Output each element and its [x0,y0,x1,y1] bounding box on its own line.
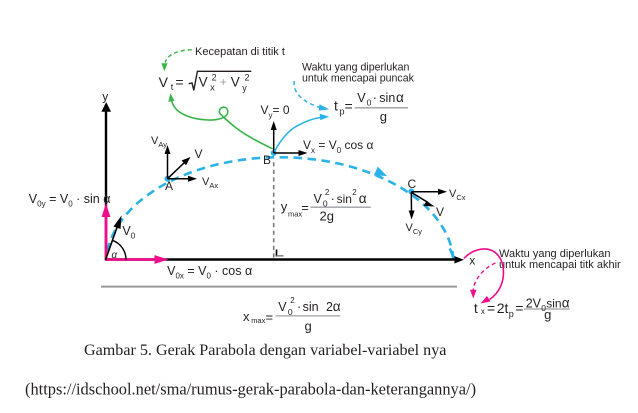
svg-text:y: y [242,83,247,93]
svg-text:max: max [251,316,265,325]
svg-text:α: α [562,296,570,311]
svg-text:V: V [278,300,287,314]
svg-text:=: = [487,300,495,316]
svg-text:α: α [333,299,341,314]
svg-text:2: 2 [245,73,250,83]
svg-text:2: 2 [212,73,217,83]
svg-text:+: + [220,75,227,89]
svg-text:2: 2 [290,296,295,305]
svg-text:2: 2 [326,300,333,314]
svg-text:=: = [515,300,523,316]
svg-text:Vx = V0 cos α: Vx = V0 cos α [303,138,373,155]
svg-text:sin: sin [337,192,352,206]
svg-text:t: t [474,300,478,316]
svg-text:sin: sin [546,297,561,311]
svg-text:V: V [195,147,203,161]
svg-text:sin: sin [379,91,395,105]
svg-text:2: 2 [325,188,330,197]
svg-text:=: = [266,309,274,324]
svg-text:·: · [297,300,301,314]
svg-text:sin: sin [303,300,319,314]
svg-text:(https://idschool.net/sma/rumu: (https://idschool.net/sma/rumus-gerak-pa… [25,380,476,399]
svg-text:untuk mencapai puncak: untuk mencapai puncak [302,73,415,85]
svg-text:α: α [359,191,367,206]
svg-text:2t: 2t [497,300,509,316]
svg-text:2: 2 [352,188,357,197]
svg-text:t: t [171,82,174,92]
svg-text:C: C [408,177,417,191]
svg-text:0: 0 [288,307,293,317]
svg-text:VCy: VCy [406,222,423,236]
svg-text:y: y [102,90,108,104]
svg-text:t: t [334,98,338,114]
svg-text:x: x [210,82,215,92]
svg-text:Waktu yang diperlukan: Waktu yang diperlukan [302,62,409,74]
svg-text:V0x = V0 · cos α: V0x = V0 · cos α [167,264,252,281]
svg-text:x: x [469,254,475,268]
svg-text:untuk mencapai titk akhir: untuk mencapai titk akhir [499,259,621,271]
svg-text:B: B [263,153,271,167]
svg-text:y: y [281,199,288,214]
svg-text:·: · [373,91,377,105]
svg-text:=: = [175,74,183,90]
svg-text:Gambar 5. Gerak Parabola denga: Gambar 5. Gerak Parabola dengan variabel… [84,342,446,359]
svg-text:Waktu yang diperlukan: Waktu yang diperlukan [499,248,611,260]
svg-text:g: g [544,307,551,322]
svg-text:0: 0 [323,199,328,209]
svg-text:max: max [288,209,302,218]
svg-text:VAy: VAy [151,135,167,149]
svg-text:x: x [243,309,250,324]
svg-text:·: · [331,192,335,206]
svg-text:VCx: VCx [449,188,466,202]
svg-text:V: V [159,74,169,90]
svg-text:2V: 2V [526,297,542,311]
svg-text:V0: V0 [122,224,135,241]
svg-text:VAx: VAx [202,176,218,190]
svg-text:=: = [345,98,353,114]
svg-text:A: A [165,179,173,193]
svg-text:Vy= 0: Vy= 0 [261,103,290,120]
svg-text:V0y = V0 · sin α: V0y = V0 · sin α [29,192,111,209]
svg-text:α: α [112,250,118,261]
svg-text:g: g [305,319,312,334]
svg-text:0: 0 [541,303,546,313]
svg-text:V: V [231,75,240,90]
svg-text:V: V [436,205,444,219]
svg-text:Kecepatan di titik t: Kecepatan di titik t [195,46,285,58]
svg-text:p: p [340,107,345,117]
svg-text:g: g [380,109,387,124]
svg-text:p: p [509,309,514,319]
svg-text:2g: 2g [320,209,334,224]
svg-text:0: 0 [367,98,372,108]
svg-text:x: x [481,307,485,316]
svg-text:α: α [396,90,404,105]
svg-text:=: = [301,200,309,215]
svg-text:V: V [314,192,323,206]
svg-text:V: V [357,91,366,105]
svg-text:V: V [199,75,208,90]
